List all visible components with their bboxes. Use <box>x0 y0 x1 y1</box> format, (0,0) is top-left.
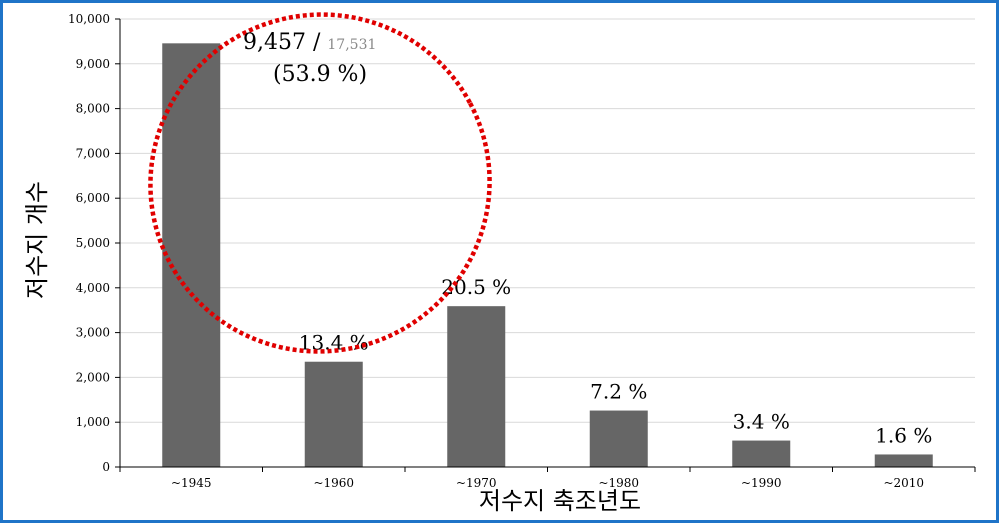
y-tick-label: 7,000 <box>76 146 110 160</box>
callout-total: 17,531 <box>327 37 376 53</box>
bar-1990 <box>732 440 791 467</box>
y-tick-label: 1,000 <box>76 415 110 429</box>
bar-1960 <box>304 361 363 467</box>
callout-circle <box>148 12 492 354</box>
y-tick-label: 0 <box>102 460 110 474</box>
y-axis-ticks: 0 1,000 2,000 3,000 4,000 5,000 6,000 7,000 8,00… <box>68 12 120 474</box>
data-labels: 13.4 %20.5 %7.2 %3.4 %1.6 % <box>299 275 933 447</box>
callout-percent: (53.9 %) <box>273 62 367 87</box>
bar-1980 <box>589 410 648 467</box>
y-tick-label: 4,000 <box>76 281 110 295</box>
x-tick-label: ~1980 <box>598 476 639 490</box>
bars <box>162 43 933 467</box>
data-label: 20.5 % <box>441 275 511 299</box>
y-tick-label: 3,000 <box>76 326 110 340</box>
data-label: 1.6 % <box>875 423 932 447</box>
x-axis-ticks: ~1945 ~1960 ~1970 ~1980 ~1990 ~2010 <box>119 467 976 490</box>
gridlines <box>120 18 975 423</box>
x-axis-title: 저수지 축조년도 <box>479 487 641 515</box>
y-tick-label: 6,000 <box>76 191 110 205</box>
x-tick-label: ~1970 <box>456 476 497 490</box>
y-tick-label: 8,000 <box>76 102 110 116</box>
x-tick-label: ~1990 <box>741 476 782 490</box>
y-tick-label: 5,000 <box>76 236 110 250</box>
bar-1970 <box>447 306 506 467</box>
x-tick-label: ~2010 <box>883 476 924 490</box>
bar-2010 <box>874 454 933 467</box>
y-axis-title: 저수지 개수 <box>23 181 51 299</box>
x-tick-label: ~1960 <box>313 476 354 490</box>
y-tick-label: 2,000 <box>76 370 110 384</box>
callout-annotation: 9,457 / 17,531 (53.9 %) <box>148 12 492 354</box>
data-label: 3.4 % <box>733 410 790 434</box>
x-tick-label: ~1945 <box>171 476 212 490</box>
y-tick-label: 9,000 <box>76 57 110 71</box>
callout-value: 9,457 / <box>243 30 327 55</box>
data-label: 7.2 % <box>590 380 647 404</box>
y-tick-label: 10,000 <box>68 12 110 26</box>
callout-value-text: 9,457 / 17,531 <box>243 30 376 55</box>
bar-1945 <box>162 43 221 467</box>
